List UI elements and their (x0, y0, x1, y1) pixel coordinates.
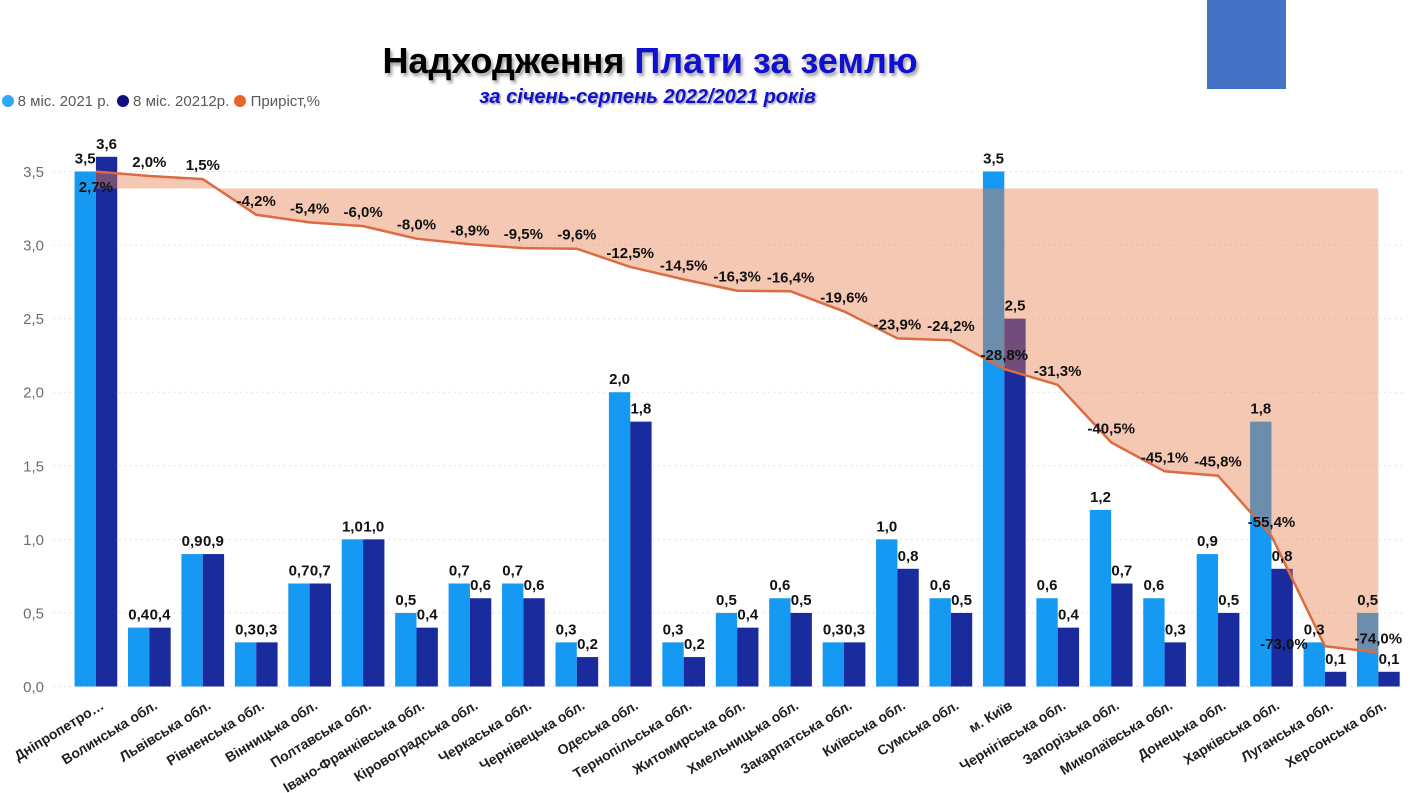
svg-text:0,1: 0,1 (1379, 651, 1400, 668)
svg-text:0,6: 0,6 (1037, 577, 1058, 594)
svg-text:1,8: 1,8 (1250, 401, 1271, 418)
svg-text:2,0: 2,0 (23, 385, 44, 402)
svg-text:-14,5%: -14,5% (660, 257, 708, 274)
svg-text:-74,0%: -74,0% (1355, 631, 1403, 648)
svg-text:0,4: 0,4 (150, 607, 172, 624)
svg-text:0,7: 0,7 (502, 563, 523, 580)
svg-text:0,2: 0,2 (577, 636, 598, 653)
svg-text:0,4: 0,4 (737, 607, 759, 624)
svg-text:Херсонська обл.: Херсонська обл. (1282, 697, 1389, 771)
svg-text:0,7: 0,7 (1111, 563, 1132, 580)
svg-text:0,5: 0,5 (716, 592, 737, 609)
svg-text:0,3: 0,3 (844, 621, 865, 638)
svg-text:0,7: 0,7 (310, 563, 331, 580)
svg-text:-55,4%: -55,4% (1248, 514, 1296, 531)
svg-text:1,0: 1,0 (876, 518, 897, 535)
svg-text:0,5: 0,5 (1357, 592, 1378, 609)
svg-text:0,6: 0,6 (930, 577, 951, 594)
svg-text:-16,4%: -16,4% (767, 269, 815, 286)
svg-text:0,3: 0,3 (1304, 621, 1325, 638)
svg-text:0,3: 0,3 (256, 621, 277, 638)
svg-text:-23,9%: -23,9% (874, 316, 922, 333)
svg-text:2,5: 2,5 (1005, 298, 1026, 315)
svg-text:2,0%: 2,0% (132, 154, 166, 171)
svg-text:0,9: 0,9 (203, 533, 224, 550)
svg-text:3,5: 3,5 (983, 151, 1004, 168)
svg-text:0,3: 0,3 (823, 621, 844, 638)
svg-text:0,7: 0,7 (289, 563, 310, 580)
svg-text:0,5: 0,5 (1218, 592, 1239, 609)
svg-text:-8,0%: -8,0% (397, 217, 436, 234)
svg-text:0,5: 0,5 (23, 605, 44, 622)
svg-text:0,6: 0,6 (524, 577, 545, 594)
svg-text:-19,6%: -19,6% (820, 289, 868, 306)
svg-text:1,2: 1,2 (1090, 489, 1111, 506)
svg-text:3,5: 3,5 (75, 151, 96, 168)
svg-text:0,6: 0,6 (470, 577, 491, 594)
svg-text:0,5: 0,5 (791, 592, 812, 609)
svg-text:0,3: 0,3 (1165, 621, 1186, 638)
svg-text:-4,2%: -4,2% (237, 193, 276, 210)
svg-text:3,5: 3,5 (23, 164, 44, 181)
svg-text:1,5: 1,5 (23, 458, 44, 475)
svg-text:-12,5%: -12,5% (606, 245, 654, 262)
svg-text:0,4: 0,4 (1058, 607, 1080, 624)
svg-text:3,0: 3,0 (23, 238, 44, 255)
svg-text:0,5: 0,5 (951, 592, 972, 609)
svg-text:Рівненська обл.: Рівненська обл. (164, 697, 267, 769)
svg-text:1,0: 1,0 (342, 518, 363, 535)
svg-text:Харківська обл.: Харківська обл. (1180, 697, 1282, 768)
svg-text:0,3: 0,3 (663, 621, 684, 638)
svg-text:0,6: 0,6 (769, 577, 790, 594)
svg-text:-5,4%: -5,4% (290, 200, 329, 217)
svg-text:2,0: 2,0 (609, 371, 630, 388)
svg-text:Волинська обл.: Волинська обл. (59, 697, 160, 768)
svg-text:-73,0%: -73,0% (1260, 636, 1308, 653)
svg-text:-6,0%: -6,0% (344, 204, 383, 221)
svg-text:-45,8%: -45,8% (1194, 454, 1242, 471)
svg-text:0,5: 0,5 (395, 592, 416, 609)
svg-text:-9,5%: -9,5% (504, 226, 543, 243)
svg-text:2,7%: 2,7% (79, 179, 113, 196)
svg-text:-24,2%: -24,2% (927, 318, 975, 335)
svg-text:0,4: 0,4 (417, 607, 439, 624)
svg-text:0,9: 0,9 (1197, 533, 1218, 550)
svg-text:1,0: 1,0 (23, 532, 44, 549)
svg-text:0,9: 0,9 (182, 533, 203, 550)
svg-text:0,3: 0,3 (235, 621, 256, 638)
svg-text:-8,9%: -8,9% (450, 222, 489, 239)
svg-text:0,3: 0,3 (556, 621, 577, 638)
svg-text:1,0: 1,0 (363, 518, 384, 535)
svg-text:0,2: 0,2 (684, 636, 705, 653)
svg-text:1,8: 1,8 (630, 401, 651, 418)
svg-text:3,6: 3,6 (96, 136, 117, 153)
svg-text:0,4: 0,4 (128, 607, 150, 624)
svg-text:-45,1%: -45,1% (1141, 449, 1189, 466)
svg-text:-28,8%: -28,8% (981, 347, 1029, 364)
svg-text:0,6: 0,6 (1143, 577, 1164, 594)
svg-text:0,8: 0,8 (1272, 548, 1293, 565)
svg-text:-16,3%: -16,3% (713, 269, 761, 286)
svg-text:2,5: 2,5 (23, 311, 44, 328)
svg-text:0,7: 0,7 (449, 563, 470, 580)
svg-text:-40,5%: -40,5% (1087, 420, 1135, 437)
svg-text:1,5%: 1,5% (186, 157, 220, 174)
svg-text:-9,6%: -9,6% (557, 227, 596, 244)
svg-text:0,0: 0,0 (23, 679, 44, 696)
svg-text:0,1: 0,1 (1325, 651, 1346, 668)
svg-text:-31,3%: -31,3% (1034, 363, 1082, 380)
svg-text:0,8: 0,8 (898, 548, 919, 565)
